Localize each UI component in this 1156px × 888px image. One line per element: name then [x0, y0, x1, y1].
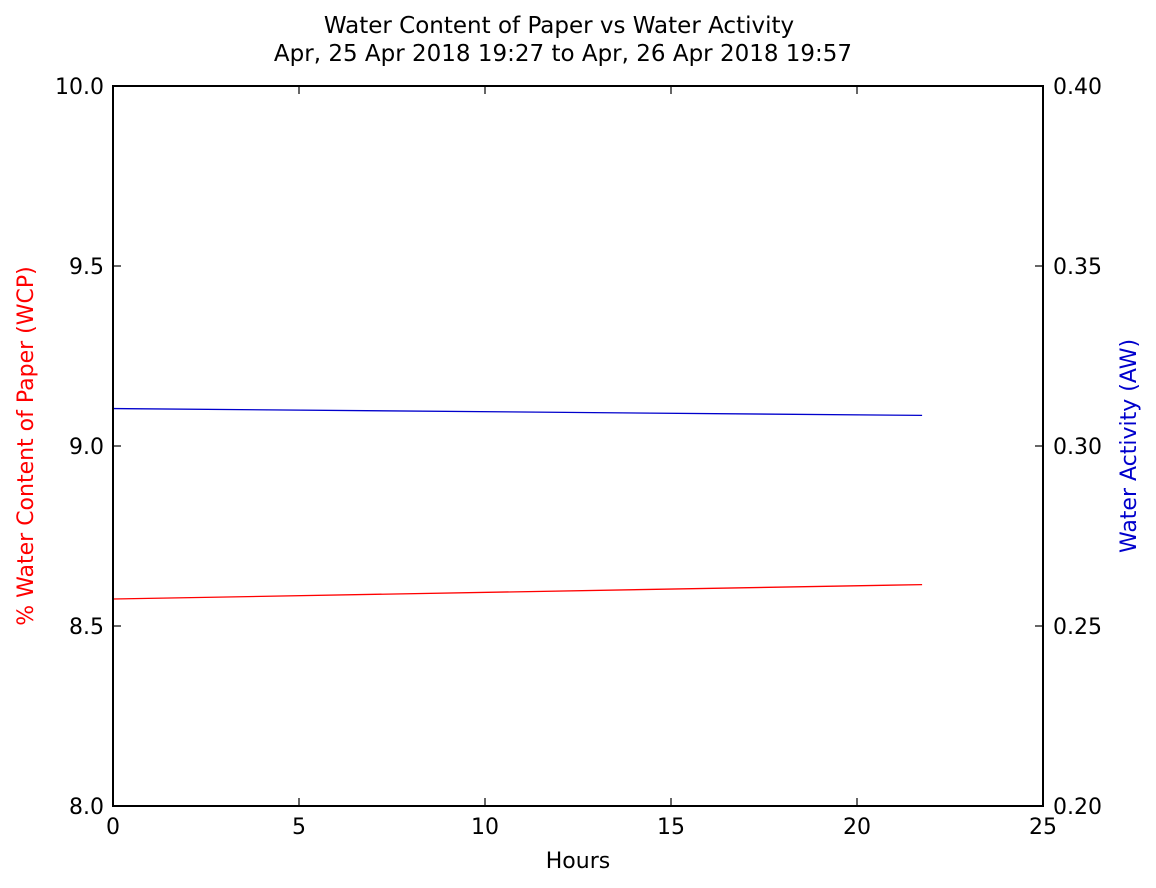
right-y-tick-label: 0.25	[1053, 615, 1102, 640]
x-tick-label: 25	[1029, 815, 1057, 840]
plot-frame	[112, 85, 1044, 807]
left-y-tick-label: 9.0	[69, 435, 104, 460]
right-y-tick-label: 0.40	[1053, 75, 1102, 100]
left-y-tick-label: 8.5	[69, 615, 104, 640]
right-y-axis-label: Water Activity (AW)	[1117, 339, 1142, 553]
x-tick-label: 0	[106, 815, 120, 840]
x-tick-label: 10	[471, 815, 499, 840]
right-y-tick-label: 0.30	[1053, 435, 1102, 460]
x-tick-label: 5	[292, 815, 306, 840]
left-y-tick-label: 9.5	[69, 255, 104, 280]
x-axis-label: Hours	[546, 849, 610, 874]
plot-area: 0 5 10 15 20 25 8.0 8.5 9.0 9.5 10.0 0.20 0.25 0.30 0.…	[55, 75, 1102, 840]
left-y-tick-label: 8.0	[69, 795, 104, 820]
x-tick-label: 15	[657, 815, 685, 840]
right-y-tick-label: 0.35	[1053, 255, 1102, 280]
left-y-tick-label: 10.0	[55, 75, 104, 100]
x-tick-label: 20	[843, 815, 871, 840]
left-y-axis-label: % Water Content of Paper (WCP)	[14, 266, 39, 625]
chart-title: Water Content of Paper vs Water Activity	[324, 13, 794, 39]
water-activity-line	[112, 407, 923, 417]
water-content-line	[112, 583, 923, 600]
right-y-tick-label: 0.20	[1053, 795, 1102, 820]
chart-subtitle: Apr, 25 Apr 2018 19:27 to Apr, 26 Apr 20…	[274, 41, 852, 67]
